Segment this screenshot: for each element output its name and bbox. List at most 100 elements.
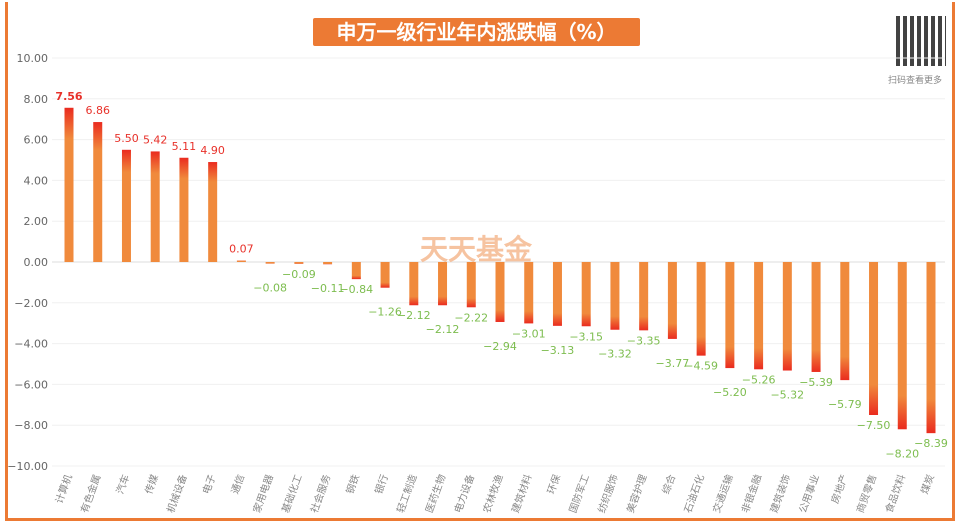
- y-tick-label: 8.00: [24, 93, 49, 106]
- bar[interactable]: [466, 262, 476, 308]
- data-label: 5.50: [114, 132, 139, 145]
- data-label: −5.79: [828, 398, 862, 411]
- bar[interactable]: [438, 262, 448, 306]
- x-tick-label: 建筑装饰: [767, 473, 793, 515]
- bar[interactable]: [323, 262, 333, 265]
- data-label: −3.01: [512, 327, 546, 340]
- x-tick-label: 交通运输: [710, 473, 736, 515]
- x-tick-label: 非银金融: [739, 473, 765, 515]
- y-tick-label: 2.00: [24, 215, 49, 228]
- x-tick-label: 通信: [229, 473, 247, 496]
- bar[interactable]: [782, 262, 792, 371]
- data-label: −0.11: [311, 282, 345, 295]
- y-tick-label: −6.00: [14, 378, 48, 391]
- data-label: −3.32: [598, 348, 632, 361]
- bar[interactable]: [667, 262, 677, 339]
- data-label: −3.15: [569, 330, 603, 343]
- bar[interactable]: [380, 262, 390, 288]
- bar[interactable]: [351, 262, 361, 280]
- x-tick-label: 计算机: [52, 473, 74, 506]
- x-tick-label: 房地产: [828, 473, 850, 506]
- data-label: −0.09: [282, 268, 316, 281]
- bar[interactable]: [725, 262, 735, 369]
- bar[interactable]: [294, 262, 304, 264]
- data-label: −8.20: [885, 447, 919, 460]
- x-tick-label: 煤炭: [918, 473, 937, 496]
- data-label: −5.32: [770, 389, 804, 402]
- bar[interactable]: [869, 262, 879, 415]
- data-label: −7.50: [857, 419, 891, 432]
- x-tick-label: 农林牧渔: [480, 473, 506, 515]
- bar[interactable]: [409, 262, 419, 306]
- x-tick-label: 纺织服饰: [595, 473, 621, 515]
- bar[interactable]: [581, 262, 591, 327]
- bar[interactable]: [639, 262, 649, 331]
- x-tick-label: 石油石化: [681, 473, 707, 515]
- bar[interactable]: [265, 262, 275, 264]
- y-tick-label: −8.00: [14, 419, 48, 432]
- bar[interactable]: [93, 122, 103, 262]
- x-tick-label: 国防军工: [566, 473, 592, 515]
- data-label: 7.56: [55, 90, 82, 103]
- x-tick-label: 有色金属: [78, 473, 104, 515]
- x-tick-label: 轻工制造: [394, 473, 420, 515]
- chart-title: 申万一级行业年内涨跌幅（%）: [313, 18, 640, 46]
- y-tick-label: 0.00: [24, 256, 49, 269]
- data-label: −3.35: [627, 334, 661, 347]
- y-tick-label: 10.00: [17, 52, 49, 65]
- data-label: −3.77: [656, 357, 690, 370]
- watermark: 天天基金: [420, 233, 533, 266]
- data-label: −1.26: [368, 306, 402, 319]
- bar[interactable]: [64, 107, 74, 262]
- qr-caption: 扫码查看更多: [888, 76, 943, 86]
- data-label: −5.39: [799, 376, 833, 389]
- x-tick-label: 电子: [199, 473, 218, 496]
- data-label: −8.39: [914, 437, 948, 450]
- bar[interactable]: [696, 262, 706, 356]
- bar[interactable]: [179, 157, 189, 262]
- data-label: −0.08: [253, 282, 287, 295]
- data-label: −2.12: [426, 323, 460, 336]
- bar[interactable]: [754, 262, 764, 370]
- bar[interactable]: [208, 162, 218, 262]
- bar[interactable]: [236, 260, 246, 262]
- x-tick-label: 商贸零售: [853, 473, 879, 515]
- x-tick-label: 汽车: [113, 473, 132, 496]
- y-tick-label: −10.00: [7, 460, 48, 473]
- x-tick-label: 食品饮料: [882, 473, 908, 515]
- data-label: 5.11: [172, 140, 197, 153]
- y-tick-label: −4.00: [14, 338, 48, 351]
- bar[interactable]: [897, 262, 907, 430]
- data-label: −2.94: [483, 340, 517, 353]
- x-tick-label: 建筑材料: [509, 473, 535, 515]
- y-tick-label: 4.00: [24, 174, 49, 187]
- data-label: −5.20: [713, 386, 747, 399]
- bar[interactable]: [926, 262, 936, 434]
- data-label: −3.13: [541, 344, 575, 357]
- data-label: −4.59: [684, 360, 718, 373]
- data-label: 6.86: [85, 104, 110, 117]
- y-tick-label: −2.00: [14, 297, 48, 310]
- bar[interactable]: [552, 262, 562, 326]
- x-tick-label: 基础化工: [279, 473, 305, 515]
- data-label: −5.26: [742, 373, 776, 386]
- x-tick-label: 机械设备: [164, 473, 190, 515]
- x-tick-label: 环保: [544, 473, 563, 496]
- bar[interactable]: [811, 262, 821, 372]
- x-tick-label: 综合: [659, 473, 678, 496]
- bar[interactable]: [840, 262, 850, 381]
- x-tick-label: 传媒: [143, 473, 161, 496]
- bar[interactable]: [121, 149, 131, 262]
- x-tick-label: 美容护理: [624, 473, 650, 515]
- x-tick-label: 电力设备: [451, 473, 477, 515]
- bar[interactable]: [495, 262, 505, 322]
- x-tick-label: 医药生物: [422, 473, 448, 515]
- x-tick-label: 社会服务: [308, 473, 334, 515]
- bar[interactable]: [150, 151, 160, 262]
- x-tick-label: 家用电器: [250, 473, 276, 515]
- bar[interactable]: [524, 262, 534, 324]
- bar[interactable]: [610, 262, 620, 330]
- x-tick-label: 银行: [372, 473, 391, 496]
- y-tick-label: 6.00: [24, 134, 49, 147]
- data-label: −0.84: [339, 283, 373, 296]
